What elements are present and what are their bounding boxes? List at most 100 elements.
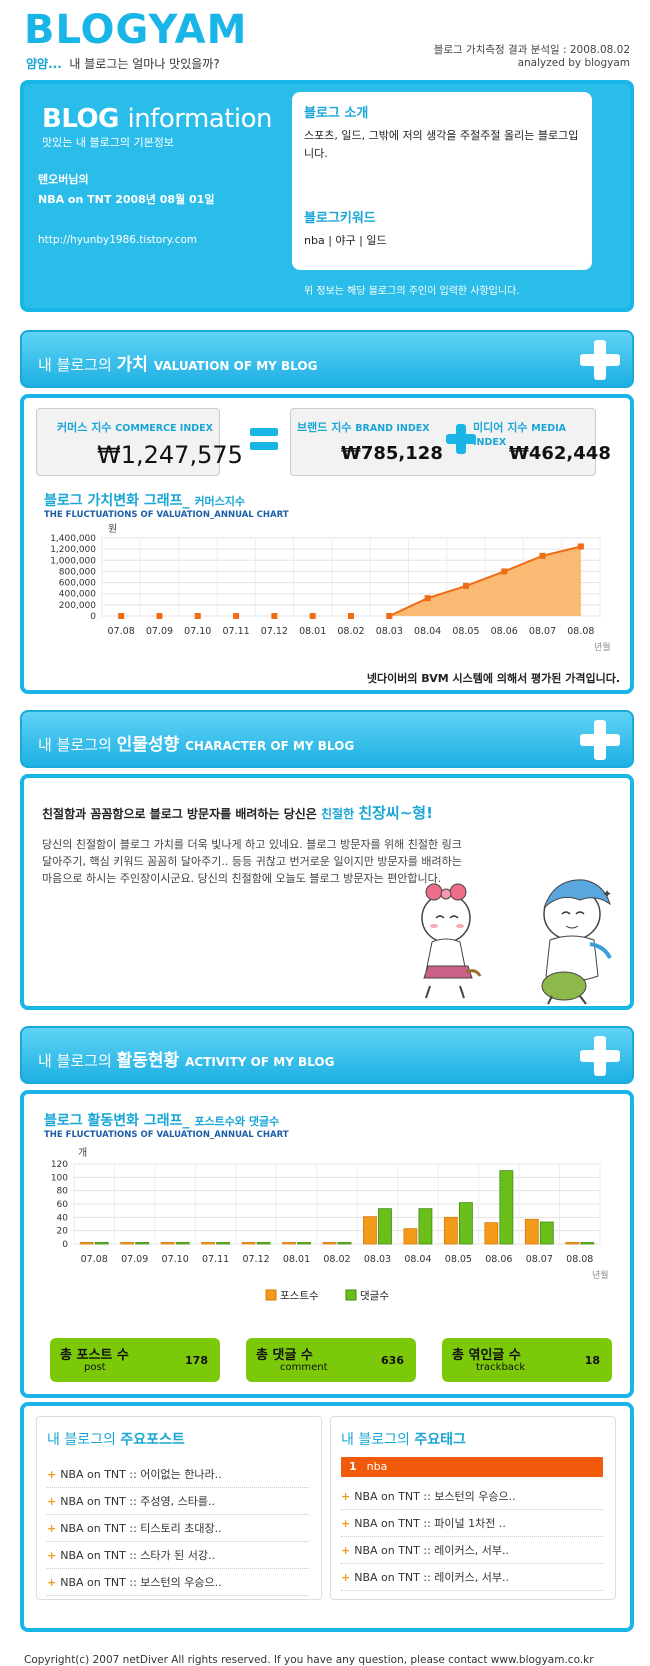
post-link[interactable]: NBA on TNT :: 보스턴의 우승으.. bbox=[60, 1576, 222, 1589]
tagline-text: 내 블로그는 얼마나 맛있을까? bbox=[69, 57, 220, 71]
x-tick-label: 07.11 bbox=[222, 626, 249, 637]
list-item[interactable]: + NBA on TNT :: 레이커스, 서부.. bbox=[341, 1537, 603, 1564]
data-point bbox=[233, 613, 240, 619]
blog-url[interactable]: http://hyunby1986.tistory.com bbox=[38, 234, 198, 246]
blog-info-note: 위 정보는 해당 블로그의 주인이 입력한 사항입니다. bbox=[304, 286, 520, 297]
tag-post-link[interactable]: NBA on TNT :: 레이커스, 서부.. bbox=[354, 1544, 509, 1557]
character-label-bold: 인물성향 bbox=[116, 735, 180, 755]
character-headline: 친절함과 꼼꼼함으로 블로그 방문자를 배려하는 당신은 친절한 친장씨~형! bbox=[42, 802, 433, 823]
bar-comments bbox=[216, 1242, 231, 1245]
y-tick-label: 200,000 bbox=[59, 601, 96, 611]
legend-label: 포스트수 bbox=[280, 1290, 319, 1302]
y-tick-label: 60 bbox=[57, 1200, 69, 1210]
tag-post-link[interactable]: NBA on TNT :: 보스턴의 우승으.. bbox=[354, 1490, 516, 1503]
valuation-footnote: 넷다이버의 BVM 시스템에 의해서 평가된 가격입니다. bbox=[366, 672, 620, 685]
intro-text: 스포츠, 일드, 그밖에 저의 생각을 주절주절 올리는 블로그입니다. bbox=[304, 129, 579, 160]
expand-plus-icon[interactable] bbox=[578, 1034, 622, 1078]
bar-posts bbox=[443, 1216, 458, 1245]
x-tick-label: 08.03 bbox=[364, 1254, 391, 1265]
x-tick-label: 08.07 bbox=[529, 626, 556, 637]
lists-panel: 내 블로그의 주요포스트 + NBA on TNT :: 어이없는 한나라.. +… bbox=[20, 1402, 634, 1632]
bar-comments bbox=[378, 1208, 392, 1245]
list-item[interactable]: + NBA on TNT :: 보스턴의 우승으.. bbox=[341, 1483, 603, 1510]
post-link[interactable]: NBA on TNT :: 주성영, 스타를.. bbox=[60, 1495, 215, 1508]
expand-plus-icon[interactable] bbox=[578, 338, 622, 382]
stat-comments-value: 636 bbox=[381, 1354, 404, 1367]
list-item[interactable]: + NBA on TNT :: 레이커스, 서부.. bbox=[341, 1564, 603, 1591]
list-item[interactable]: + NBA on TNT :: 티스토리 초대장.. bbox=[47, 1515, 309, 1542]
blog-info-title: BLOG information bbox=[42, 104, 273, 134]
blogyam-logo[interactable]: BLOGYAM bbox=[24, 7, 248, 53]
stat-trackbacks: 총 엮인글 수 trackback 18 bbox=[442, 1338, 612, 1382]
activity-section-title: 내 블로그의 활동현황 ACTIVITY OF MY BLOG bbox=[38, 1046, 334, 1071]
blog-intro-card: 블로그 소개 스포츠, 일드, 그밖에 저의 생각을 주절주절 올리는 블로그입… bbox=[292, 92, 592, 270]
y-tick-label: 800,000 bbox=[59, 567, 96, 577]
brand-index-value: ₩785,128 bbox=[341, 443, 443, 464]
tag-post-link[interactable]: NBA on TNT :: 파이널 1차전 .. bbox=[354, 1517, 506, 1530]
activity-stats: 총 포스트 수 post 178 총 댓글 수 comment 636 총 엮인… bbox=[50, 1338, 612, 1382]
post-link[interactable]: NBA on TNT :: 스타가 된 서강.. bbox=[60, 1549, 215, 1562]
activity-chart-title-small: 포스트수와 댓글수 bbox=[194, 1115, 280, 1128]
legend-swatch bbox=[345, 1289, 357, 1301]
top-posts-panel: 내 블로그의 주요포스트 + NBA on TNT :: 어이없는 한나라.. +… bbox=[36, 1416, 322, 1600]
y-unit-label: 개 bbox=[78, 1147, 87, 1159]
valuation-chart-title-small: 커머스지수 bbox=[194, 495, 246, 508]
top-tag-bar[interactable]: 1 nba bbox=[341, 1457, 603, 1477]
data-point bbox=[271, 613, 278, 619]
bullet-icon: + bbox=[47, 1495, 57, 1508]
blog-info-title-bold: BLOG bbox=[42, 104, 119, 134]
plus-icon bbox=[446, 424, 476, 454]
y-tick-label: 1,200,000 bbox=[50, 545, 96, 555]
x-tick-label: 07.09 bbox=[121, 1254, 148, 1265]
x-tick-label: 07.11 bbox=[202, 1254, 229, 1265]
list-item[interactable]: + NBA on TNT :: 스타가 된 서강.. bbox=[47, 1542, 309, 1569]
top-posts-list: + NBA on TNT :: 어이없는 한나라.. + NBA on TNT ::… bbox=[47, 1461, 309, 1596]
activity-label-bold: 활동현황 bbox=[116, 1051, 180, 1071]
post-link[interactable]: NBA on TNT :: 어이없는 한나라.. bbox=[60, 1468, 222, 1481]
x-tick-label: 08.06 bbox=[491, 626, 518, 637]
stat-posts-label: 총 포스트 수 bbox=[60, 1348, 129, 1363]
value-area bbox=[389, 546, 581, 616]
x-unit-label: 년월 bbox=[594, 641, 611, 652]
y-tick-label: 80 bbox=[57, 1187, 69, 1197]
valuation-panel: 커머스 지수 COMMERCE INDEX ₩1,247,575 브랜드 지수 … bbox=[20, 394, 634, 694]
tag-posts-list: + NBA on TNT :: 보스턴의 우승으.. + NBA on TNT ::… bbox=[341, 1483, 603, 1591]
list-item[interactable]: + NBA on TNT :: 어이없는 한나라.. bbox=[47, 1461, 309, 1488]
keyword-heading: 블로그키워드 bbox=[304, 211, 376, 226]
top-posts-title-pre: 내 블로그의 bbox=[47, 1432, 116, 1448]
bar-posts bbox=[322, 1242, 337, 1245]
keywords: nba | 야구 | 일드 bbox=[304, 234, 387, 247]
x-tick-label: 08.01 bbox=[299, 626, 326, 637]
blog-owner: 텐오버님의 NBA on TNT 2008년 08월 01일 bbox=[38, 170, 214, 210]
list-item[interactable]: + NBA on TNT :: 주성영, 스타를.. bbox=[47, 1488, 309, 1515]
y-tick-label: 400,000 bbox=[59, 590, 96, 600]
blog-info-subtitle: 맛있는 내 블로그의 기본정보 bbox=[42, 136, 174, 149]
stat-posts-sub: post bbox=[84, 1362, 106, 1373]
activity-panel: 블로그 활동변화 그래프_ 포스트수와 댓글수 THE FLUCTUATIONS… bbox=[20, 1090, 634, 1398]
activity-chart: 개 120 100 80 60 40 20 0 07.08 07.09 07.10 07.11 07.1… bbox=[51, 1147, 609, 1302]
brand-label-ko: 브랜드 지수 bbox=[297, 421, 352, 434]
post-link[interactable]: NBA on TNT :: 티스토리 초대장.. bbox=[60, 1522, 222, 1535]
footer-copyright: Copyright(c) 2007 netDiver All rights re… bbox=[24, 1654, 594, 1666]
x-tick-label: 07.12 bbox=[242, 1254, 269, 1265]
x-tick-label: 08.07 bbox=[526, 1254, 553, 1265]
list-item[interactable]: + NBA on TNT :: 보스턴의 우승으.. bbox=[47, 1569, 309, 1596]
x-tick-label: 08.08 bbox=[566, 1254, 593, 1265]
activity-label-pre: 내 블로그의 bbox=[38, 1052, 112, 1070]
expand-plus-icon[interactable] bbox=[578, 718, 622, 762]
bar-posts bbox=[241, 1242, 256, 1245]
x-tick-label: 08.08 bbox=[567, 626, 594, 637]
y-tick-label: 0 bbox=[62, 1240, 68, 1250]
commerce-index-label: 커머스 지수 COMMERCE INDEX bbox=[57, 419, 213, 435]
list-item[interactable]: + NBA on TNT :: 파이널 1차전 .. bbox=[341, 1510, 603, 1537]
bullet-icon: + bbox=[341, 1544, 351, 1557]
bar-comments bbox=[458, 1202, 473, 1245]
bar-posts bbox=[79, 1242, 94, 1245]
bar-comments bbox=[499, 1170, 514, 1245]
tag-post-link[interactable]: NBA on TNT :: 레이커스, 서부.. bbox=[354, 1571, 509, 1584]
x-tick-label: 08.04 bbox=[404, 1254, 431, 1265]
intro-heading: 블로그 소개 bbox=[304, 106, 369, 121]
y-tick-label: 600,000 bbox=[59, 579, 96, 589]
bullet-icon: + bbox=[341, 1490, 351, 1503]
stat-comments-sub: comment bbox=[280, 1362, 328, 1373]
